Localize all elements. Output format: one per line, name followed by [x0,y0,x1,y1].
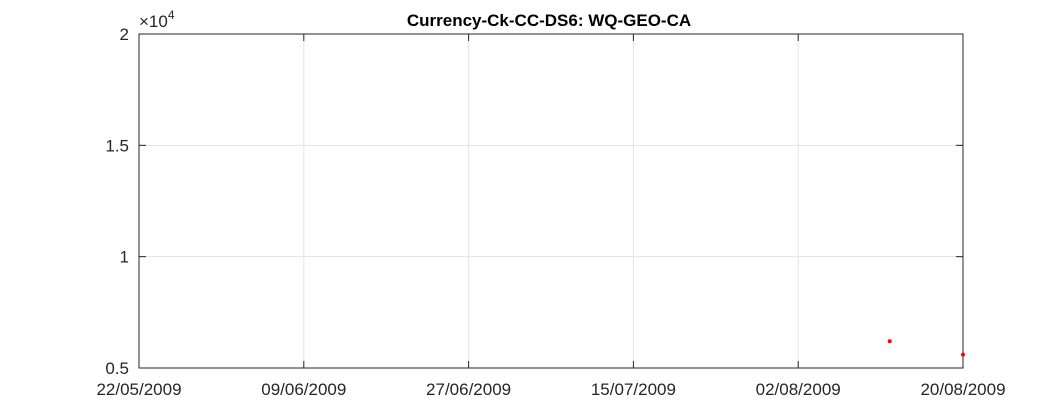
y-tick-label: 0.5 [105,359,129,378]
chart-title: Currency-Ck-CC-DS6: WQ-GEO-CA [407,11,691,30]
data-point [961,352,965,357]
x-tick-label: 27/06/2009 [426,380,511,399]
y-exponent-label: ×104 [139,8,175,31]
y-tick-label: 1.5 [105,136,129,155]
y-tick-label: 2 [120,25,129,44]
x-tick-label: 09/06/2009 [261,380,346,399]
x-tick-label: 02/08/2009 [756,380,841,399]
x-tick-label: 20/08/2009 [920,380,1005,399]
x-tick-labels: 22/05/2009 09/06/2009 27/06/2009 15/07/2009… [96,380,1005,399]
tick-marks [138,33,964,369]
x-tick-label: 15/07/2009 [591,380,676,399]
plot-frame [138,33,964,369]
y-tick-label: 1 [120,248,129,267]
y-tick-labels: 0.5 1 1.5 2 [105,25,129,378]
plot-area [139,34,963,368]
x-tick-label: 22/05/2009 [96,380,181,399]
data-points [887,339,965,357]
data-point [887,339,892,344]
